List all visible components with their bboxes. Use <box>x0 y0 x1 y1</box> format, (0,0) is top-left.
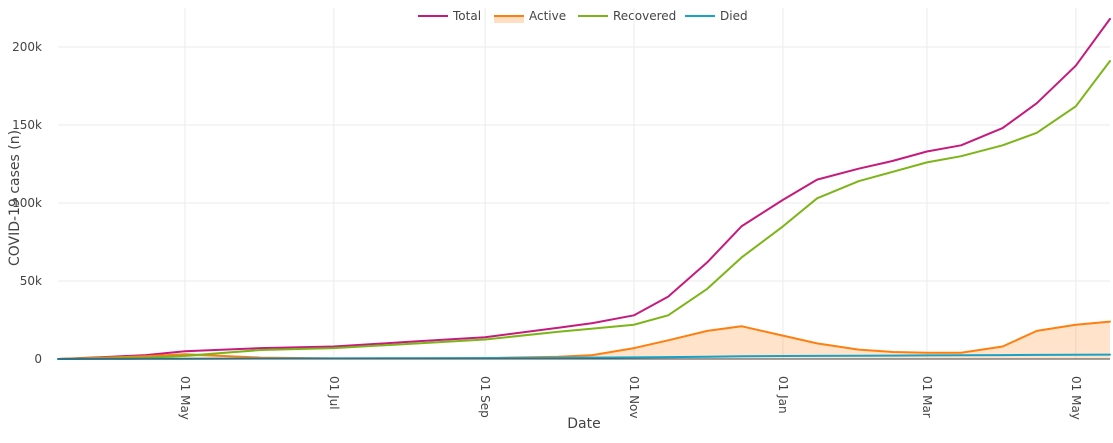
x-tick-label: 01 Jul <box>327 376 341 410</box>
plot-area <box>57 8 1111 360</box>
legend-item-died[interactable]: Died <box>685 9 748 23</box>
y-tick-label: 150k <box>12 118 42 132</box>
area-layer <box>58 321 1110 359</box>
legend-label-total: Total <box>452 9 481 23</box>
y-axis: 0 50k 100k 150k 200k <box>12 40 42 366</box>
x-tick-label: 01 Sep <box>478 376 492 418</box>
legend-label-recovered: Recovered <box>613 9 676 23</box>
y-tick-label: 100k <box>12 196 42 210</box>
legend-fill-active <box>494 16 524 23</box>
legend-label-active: Active <box>529 9 566 23</box>
legend-item-recovered[interactable]: Recovered <box>578 9 676 23</box>
y-tick-label: 200k <box>12 40 42 54</box>
x-tick-label: 01 May <box>1069 376 1083 420</box>
series-line-recovered[interactable] <box>57 60 1111 360</box>
y-tick-label: 0 <box>34 352 42 366</box>
legend-item-total[interactable]: Total <box>418 9 481 23</box>
y-tick-label: 50k <box>20 274 42 288</box>
grid <box>58 8 1110 359</box>
x-axis-title: Date <box>567 416 600 432</box>
x-tick-label: 01 Mar <box>920 376 934 418</box>
legend-item-active[interactable]: Active <box>494 9 566 23</box>
legend-label-died: Died <box>720 9 748 23</box>
series-area-active <box>58 321 1110 359</box>
series-line-active[interactable] <box>57 320 1111 360</box>
y-axis-title: COVID-19 cases (n) <box>7 130 23 266</box>
x-tick-label: 01 Nov <box>627 376 641 419</box>
legend[interactable]: Total Active Recovered Died <box>418 9 748 23</box>
series-layer <box>57 17 1111 360</box>
x-axis: 01 May 01 Jul 01 Sep 01 Nov 01 Jan 01 Mar 01 M… <box>178 376 1083 420</box>
x-tick-label: 01 Jan <box>776 376 790 414</box>
x-tick-label: 01 May <box>178 376 192 420</box>
series-line-total[interactable] <box>57 17 1111 360</box>
